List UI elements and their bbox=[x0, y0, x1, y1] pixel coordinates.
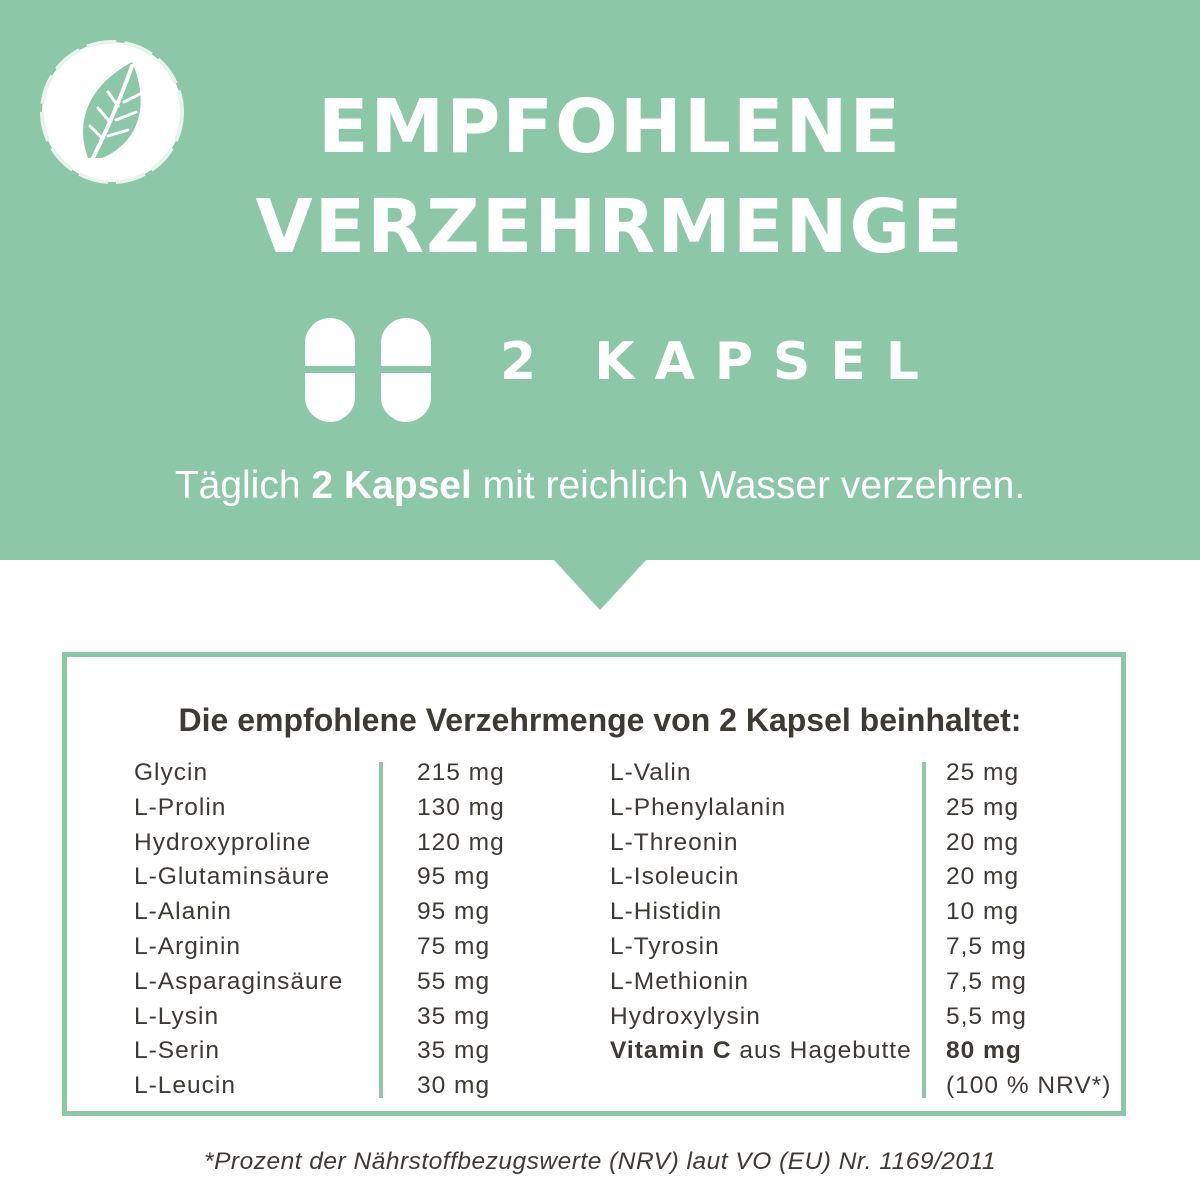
nutrient-name: L-Arginin bbox=[134, 932, 242, 960]
nutrient-name: Glycin bbox=[134, 759, 209, 786]
page-title-line2: VERZEHRMENGE bbox=[255, 184, 965, 270]
nutrient-amount: 7,5 mg bbox=[946, 967, 1027, 995]
nutrient-name: L-Lysin bbox=[134, 1002, 220, 1030]
nutrient-amount: 30 mg bbox=[417, 1072, 491, 1100]
nutrient-amount: 25 mg bbox=[946, 793, 1020, 821]
nutrient-name: L-Isoleucin bbox=[610, 863, 740, 891]
nutrient-name: L-Tyrosin bbox=[610, 932, 720, 960]
nutrient-name: L-Serin bbox=[134, 1037, 220, 1065]
nutrient-name: L-Methionin bbox=[610, 967, 750, 995]
nutrient-name: L-Phenylalanin bbox=[610, 793, 787, 821]
nutrient-amount: 10 mg bbox=[946, 898, 1020, 926]
nutrient-table-heading: Die empfohlene Verzehrmenge von 2 Kapsel… bbox=[178, 702, 1022, 738]
column-divider bbox=[379, 762, 383, 1098]
nutrient-amount: 120 mg bbox=[417, 828, 505, 856]
nutrient-name: L-Asparaginsäure bbox=[134, 967, 344, 995]
nutrient-amount: 35 mg bbox=[417, 1002, 491, 1030]
nutrient-amount: 20 mg bbox=[946, 863, 1020, 891]
nutrient-name: L-Leucin bbox=[134, 1072, 236, 1100]
header-banner bbox=[0, 0, 1200, 560]
instruction-text: Täglich 2 Kapsel mit reichlich Wasser ve… bbox=[174, 464, 1026, 507]
nutrient-amount: 35 mg bbox=[417, 1037, 491, 1065]
nutrient-amount: 55 mg bbox=[417, 967, 491, 995]
vitamin-c-amount: 80 mg bbox=[946, 1037, 1022, 1065]
capsule-icon bbox=[303, 318, 433, 422]
right-names-column: L-Valin L-Phenylalanin L-Threonin L-Isol… bbox=[610, 756, 912, 1069]
vitamin-c-name: Vitamin C aus Hagebutte bbox=[610, 1037, 912, 1065]
nutrient-name: Hydroxylysin bbox=[610, 1002, 761, 1030]
footnote: *Prozent der Nährstoffbezugswerte (NRV) … bbox=[204, 1148, 996, 1175]
left-names-column: Glycin L-Prolin Hydroxyproline L-Glutami… bbox=[134, 756, 343, 1104]
nutrient-amount: 25 mg bbox=[946, 759, 1020, 786]
dose-label: 2 KAPSEL bbox=[500, 332, 940, 392]
nutrient-amount: 20 mg bbox=[946, 828, 1020, 856]
leaf-icon bbox=[40, 40, 184, 184]
nutrient-name: L-Prolin bbox=[134, 793, 227, 821]
nutrient-amount: 7,5 mg bbox=[946, 932, 1027, 960]
nutrient-amount: 215 mg bbox=[417, 759, 505, 786]
right-amounts-column: 25 mg 25 mg 20 mg 20 mg 10 mg 7,5 mg 7,5… bbox=[946, 756, 1111, 1104]
nutrient-name: L-Glutaminsäure bbox=[134, 863, 331, 891]
nutrient-name: L-Alanin bbox=[134, 898, 232, 926]
nutrient-amount: 130 mg bbox=[417, 793, 505, 821]
nutrient-amount: 5,5 mg bbox=[946, 1002, 1027, 1030]
nrv-percent: (100 % NRV*) bbox=[946, 1072, 1112, 1100]
nutrient-amount: 75 mg bbox=[417, 932, 491, 960]
banner-pointer bbox=[552, 558, 648, 610]
nutrient-amount: 95 mg bbox=[417, 863, 491, 891]
column-divider bbox=[922, 762, 926, 1098]
page-title-line1: EMPFOHLENE bbox=[318, 84, 902, 170]
nutrient-name: Hydroxyproline bbox=[134, 828, 312, 856]
nutrient-name: L-Threonin bbox=[610, 828, 739, 856]
nutrient-name: L-Valin bbox=[610, 759, 692, 786]
nutrient-table-frame bbox=[62, 652, 1126, 1116]
left-amounts-column: 215 mg 130 mg 120 mg 95 mg 95 mg 75 mg 5… bbox=[417, 756, 505, 1104]
nutrient-name: L-Histidin bbox=[610, 898, 723, 926]
nutrient-amount: 95 mg bbox=[417, 898, 491, 926]
